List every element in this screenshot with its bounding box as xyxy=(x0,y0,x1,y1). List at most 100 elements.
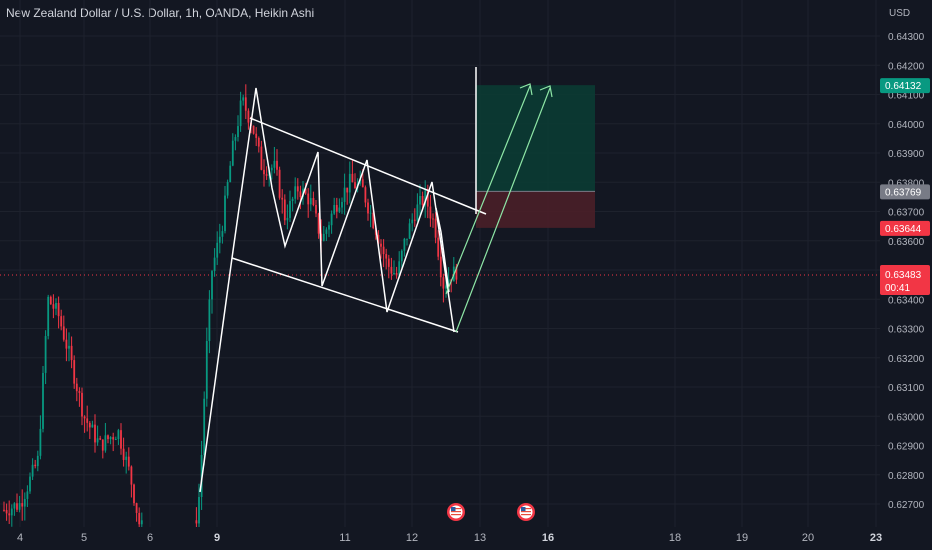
x-tick-label: 20 xyxy=(802,532,814,544)
candle-body xyxy=(429,206,432,219)
candle-body xyxy=(120,430,122,449)
currency-label: USD xyxy=(889,8,910,19)
candle-body xyxy=(312,198,315,206)
candle-body xyxy=(416,204,419,221)
candle-body xyxy=(270,167,273,171)
candle-body xyxy=(387,258,390,267)
us-flag-event-icon xyxy=(517,503,535,521)
candle-body xyxy=(442,277,445,289)
candle-body xyxy=(346,187,349,193)
candle-body xyxy=(403,238,406,251)
candle-body xyxy=(283,199,286,221)
y-tick-label: 0.63900 xyxy=(888,149,925,160)
channel-lower xyxy=(231,257,459,333)
candle-body xyxy=(400,250,403,262)
candle-body xyxy=(104,435,107,451)
candle-body xyxy=(109,437,112,440)
stop-zone xyxy=(476,191,595,228)
candle-body xyxy=(42,372,44,429)
candle-body xyxy=(289,201,291,218)
candle-body xyxy=(213,257,216,272)
y-tick-label: 0.63300 xyxy=(888,325,925,336)
candle-body xyxy=(140,520,143,525)
candle-body xyxy=(408,223,411,239)
candle-body xyxy=(23,498,26,507)
candle-body xyxy=(377,234,380,244)
candle-body xyxy=(49,296,52,305)
candle-body xyxy=(3,509,5,511)
candle-body xyxy=(36,455,39,467)
candle-body xyxy=(263,169,265,175)
candle-body xyxy=(455,266,458,280)
projection-arrow-head xyxy=(519,83,533,96)
candle-body xyxy=(395,273,398,276)
candle-body xyxy=(101,439,104,451)
candle-body xyxy=(26,491,29,499)
candle-body xyxy=(247,110,250,123)
candle-body xyxy=(130,466,133,485)
projection-arrow-head xyxy=(539,85,553,98)
flag-zigzag xyxy=(199,87,455,493)
candle-body xyxy=(47,296,50,337)
candle-body xyxy=(211,271,213,300)
candle-body xyxy=(411,219,414,224)
candle-body xyxy=(226,182,229,196)
price-countdown: 00:41 xyxy=(885,283,910,294)
candle-body xyxy=(265,174,268,176)
candle-body xyxy=(291,198,294,202)
candle-body xyxy=(393,273,395,275)
candle-body xyxy=(351,173,354,183)
flag-stripe xyxy=(521,511,531,513)
candle-body xyxy=(426,190,429,207)
candle-body xyxy=(88,422,91,428)
flag-stripe xyxy=(451,508,461,510)
candle-body xyxy=(205,341,208,399)
candle-body xyxy=(286,217,289,221)
candle-body xyxy=(244,97,247,111)
candle-body xyxy=(278,169,281,198)
candle-body xyxy=(325,229,328,234)
economic-events[interactable] xyxy=(447,503,535,521)
candle-body xyxy=(99,438,102,440)
time-axis[interactable]: 4 5 6 9 11 12 13 16 18 19 20 23 xyxy=(0,527,932,550)
candle-body xyxy=(390,266,393,274)
candle-body xyxy=(322,233,325,241)
candle-body xyxy=(127,456,130,467)
candle-body xyxy=(273,160,276,168)
candle-body xyxy=(221,231,224,237)
candle-body xyxy=(133,484,135,504)
candle-body xyxy=(255,133,258,138)
x-tick-label: 9 xyxy=(214,532,220,544)
price-tag-value: 0.63483 xyxy=(885,270,922,281)
price-axis[interactable]: USD 0.64300 0.64200 0.64100 0.64000 0.63900 0.… xyxy=(880,0,932,527)
candle-body xyxy=(439,256,442,278)
candle-body xyxy=(330,213,333,226)
x-tick-label: 13 xyxy=(474,532,486,544)
pattern-drawings xyxy=(199,67,553,493)
y-tick-label: 0.63800 xyxy=(888,178,925,189)
candle-body xyxy=(218,236,221,243)
y-tick-label: 0.63400 xyxy=(888,295,925,306)
candle-body xyxy=(434,218,437,238)
candle-body xyxy=(372,212,375,229)
y-tick-label: 0.62900 xyxy=(888,442,925,453)
y-tick-label: 0.63000 xyxy=(888,412,925,423)
candle-body xyxy=(437,237,440,257)
candle-body xyxy=(369,212,372,214)
channel-upper xyxy=(249,117,487,215)
candle-body xyxy=(445,285,447,289)
candles xyxy=(3,84,458,534)
candle-body xyxy=(229,165,232,183)
candle-body xyxy=(16,503,18,510)
price-tag xyxy=(880,266,930,295)
candle-body xyxy=(299,191,302,198)
candle-body xyxy=(237,126,239,138)
price-tag-value: 0.63644 xyxy=(885,224,922,235)
candle-body xyxy=(68,345,70,349)
candle-body xyxy=(216,242,219,258)
projection-arrow xyxy=(455,87,551,333)
candle-body xyxy=(125,456,128,460)
candle-body xyxy=(380,243,382,247)
candle-body xyxy=(341,201,343,208)
